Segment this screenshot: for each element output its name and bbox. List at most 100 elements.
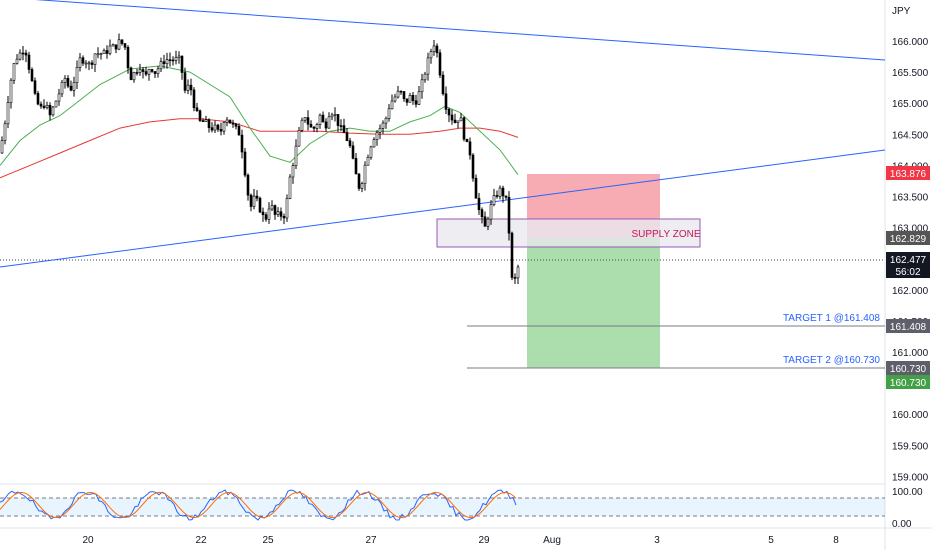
candle-body xyxy=(183,72,187,91)
current-price-badge-bg xyxy=(886,252,930,278)
candle-body xyxy=(150,69,154,72)
candles-group[interactable] xyxy=(0,33,520,284)
lower-trendline[interactable] xyxy=(0,149,886,268)
candle-body xyxy=(402,91,406,100)
candle-body xyxy=(252,195,256,207)
time-tick-label: 25 xyxy=(262,535,274,546)
candle-body xyxy=(126,47,130,69)
time-tick-label: 20 xyxy=(82,535,94,546)
candle-body xyxy=(105,50,109,54)
candle-body xyxy=(513,277,517,279)
candle-body xyxy=(501,187,505,197)
candle-body xyxy=(9,79,13,103)
candle-body xyxy=(339,125,343,127)
candle-body xyxy=(45,105,49,108)
candle-body xyxy=(36,93,40,105)
take-profit-zone[interactable] xyxy=(527,238,660,368)
candle-body xyxy=(204,119,208,122)
ema-fast-line[interactable] xyxy=(0,65,519,175)
price-tick-label: 161.000 xyxy=(892,348,929,359)
candle-body xyxy=(360,183,364,189)
candle-body xyxy=(414,100,418,105)
candle-body xyxy=(453,119,457,123)
candle-body xyxy=(357,173,361,189)
candle-body xyxy=(393,96,397,102)
candle-body xyxy=(411,95,415,102)
candle-body xyxy=(174,57,178,61)
candle-body xyxy=(438,52,442,76)
candle-body xyxy=(66,78,70,87)
candle-body xyxy=(48,105,52,116)
price-tick-label: 165.500 xyxy=(892,68,929,79)
candle-body xyxy=(384,118,388,124)
candle-body xyxy=(336,114,340,126)
candle-body xyxy=(207,119,211,128)
candle-body xyxy=(123,43,127,48)
candle-body xyxy=(354,158,358,175)
candle-body xyxy=(156,68,160,74)
candle-body xyxy=(141,69,145,72)
candle-body xyxy=(114,44,118,50)
candle-body xyxy=(294,145,298,166)
ema-slow-line[interactable] xyxy=(0,118,519,179)
candle-body xyxy=(39,103,43,107)
candle-body xyxy=(363,164,367,184)
target2-price-badge-bg xyxy=(886,361,930,375)
candle-body xyxy=(159,61,163,70)
candle-body xyxy=(192,89,196,109)
time-tick-label: 22 xyxy=(195,535,207,546)
candle-body xyxy=(54,100,58,108)
candle-body xyxy=(342,125,346,133)
candle-body xyxy=(93,53,97,65)
target-1-label: TARGET 1 @161.408 xyxy=(783,313,880,324)
candle-body xyxy=(147,69,151,75)
candle-body xyxy=(480,209,484,218)
candle-body xyxy=(120,39,124,44)
target1-price-badge: 161.408 xyxy=(890,322,927,333)
candle-body xyxy=(51,106,55,116)
candle-body xyxy=(420,79,424,93)
stoch-d-line[interactable] xyxy=(0,491,517,519)
oscillator-label-100: 100.00 xyxy=(892,487,923,498)
candle-body xyxy=(333,114,337,116)
candle-countdown: 56:02 xyxy=(895,267,920,278)
candle-body xyxy=(495,195,499,197)
candle-body xyxy=(129,67,133,81)
candle-body xyxy=(507,196,511,234)
candle-body xyxy=(186,84,190,91)
candle-body xyxy=(24,52,28,56)
candle-body xyxy=(96,53,100,56)
candle-body xyxy=(285,198,289,219)
candle-body xyxy=(516,266,520,279)
supply-zone-label: SUPPLY ZONE xyxy=(631,229,700,240)
candle-body xyxy=(210,127,214,131)
candle-body xyxy=(366,156,370,166)
price-tick-label: 159.000 xyxy=(892,472,929,483)
candle-body xyxy=(6,102,10,125)
candle-body xyxy=(90,62,94,65)
candle-body xyxy=(240,134,244,153)
upper-trendline[interactable] xyxy=(0,0,886,61)
candle-body xyxy=(378,128,382,133)
candle-body xyxy=(255,195,259,199)
candle-body xyxy=(144,71,148,75)
candle-body xyxy=(276,211,280,215)
candle-body xyxy=(177,55,181,58)
candle-body xyxy=(27,54,31,70)
time-tick-label: 8 xyxy=(833,535,839,546)
candle-body xyxy=(213,124,217,131)
target2-price-badge: 160.730 xyxy=(890,364,927,375)
supply-zone-box[interactable] xyxy=(436,218,701,248)
entry-price-badge-bg xyxy=(886,231,930,245)
candle-body xyxy=(417,91,421,105)
candle-body xyxy=(351,145,355,159)
candle-body xyxy=(288,176,292,199)
candle-body xyxy=(201,120,205,122)
candle-body xyxy=(102,50,106,54)
price-tick-label: 160.000 xyxy=(892,410,929,421)
candle-body xyxy=(189,84,193,91)
candle-body xyxy=(312,126,316,129)
price-tick-label: 166.000 xyxy=(892,37,929,48)
candle-body xyxy=(249,194,253,207)
